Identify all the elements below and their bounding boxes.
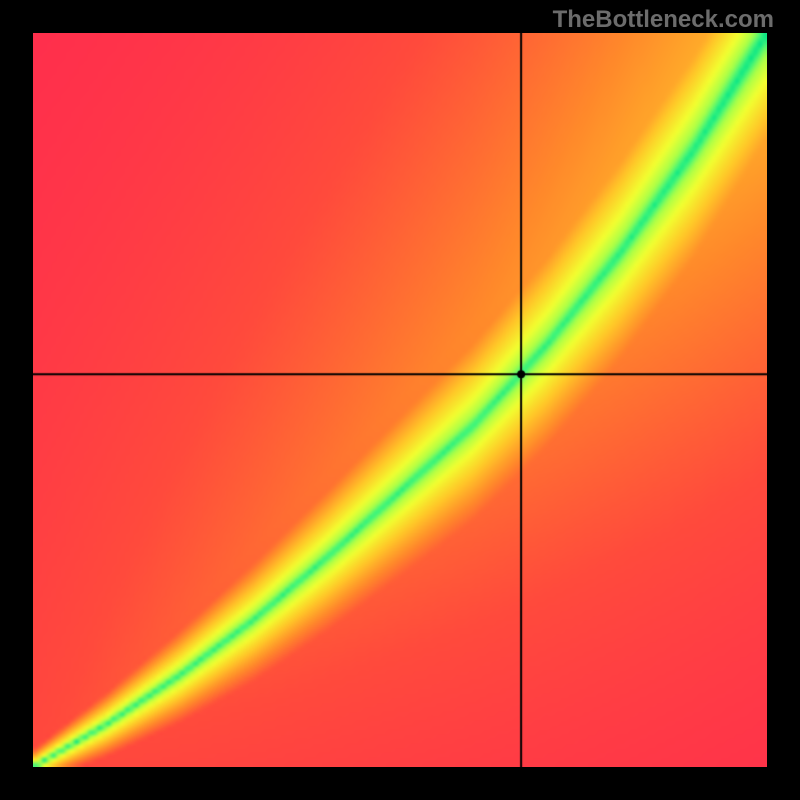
bottleneck-heatmap [33, 33, 767, 767]
watermark-text: TheBottleneck.com [553, 6, 774, 34]
